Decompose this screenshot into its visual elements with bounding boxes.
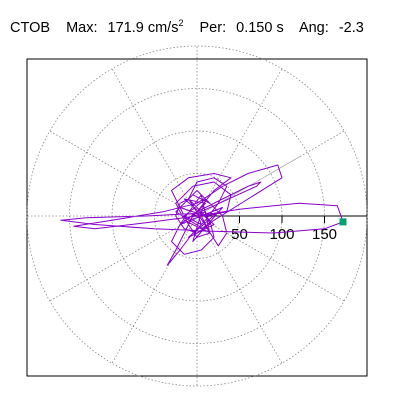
- max-unit-base: cm/s: [147, 19, 179, 36]
- max-unit-exp: 2: [178, 18, 184, 28]
- grid-spoke-210: [49, 215, 198, 302]
- radial-tick-label-150: 150: [312, 226, 337, 243]
- per-label: Per:: [199, 19, 227, 36]
- motion-trace: [60, 164, 344, 266]
- grid-spoke-240: [111, 215, 198, 364]
- station-code: CTOB: [10, 19, 51, 36]
- max-marker: [339, 218, 347, 226]
- radial-tick-label-100: 100: [269, 226, 294, 243]
- trace-group: [60, 164, 344, 266]
- ang-value: -2.3: [338, 19, 364, 36]
- per-value: 0.150 s: [236, 19, 284, 36]
- max-value: 171.9: [107, 19, 144, 36]
- ang-label: Ang:: [298, 19, 329, 36]
- max-label: Max:: [66, 19, 98, 36]
- marker-group: [339, 218, 347, 226]
- grid-spoke-30: [299, 130, 345, 157]
- grid-spoke-330: [196, 215, 345, 302]
- chart-header: CTOB Max: 171.9 cm/s2 Per: 0.150 s Ang: …: [10, 18, 364, 36]
- grid-spoke-120: [111, 68, 198, 217]
- grid-spoke-150: [49, 130, 198, 217]
- max-unit: cm/s2: [147, 18, 184, 36]
- radial-axis: 50 100 150: [197, 215, 367, 243]
- grid-spoke-60: [196, 68, 283, 217]
- radial-tick-label-50: 50: [231, 226, 248, 243]
